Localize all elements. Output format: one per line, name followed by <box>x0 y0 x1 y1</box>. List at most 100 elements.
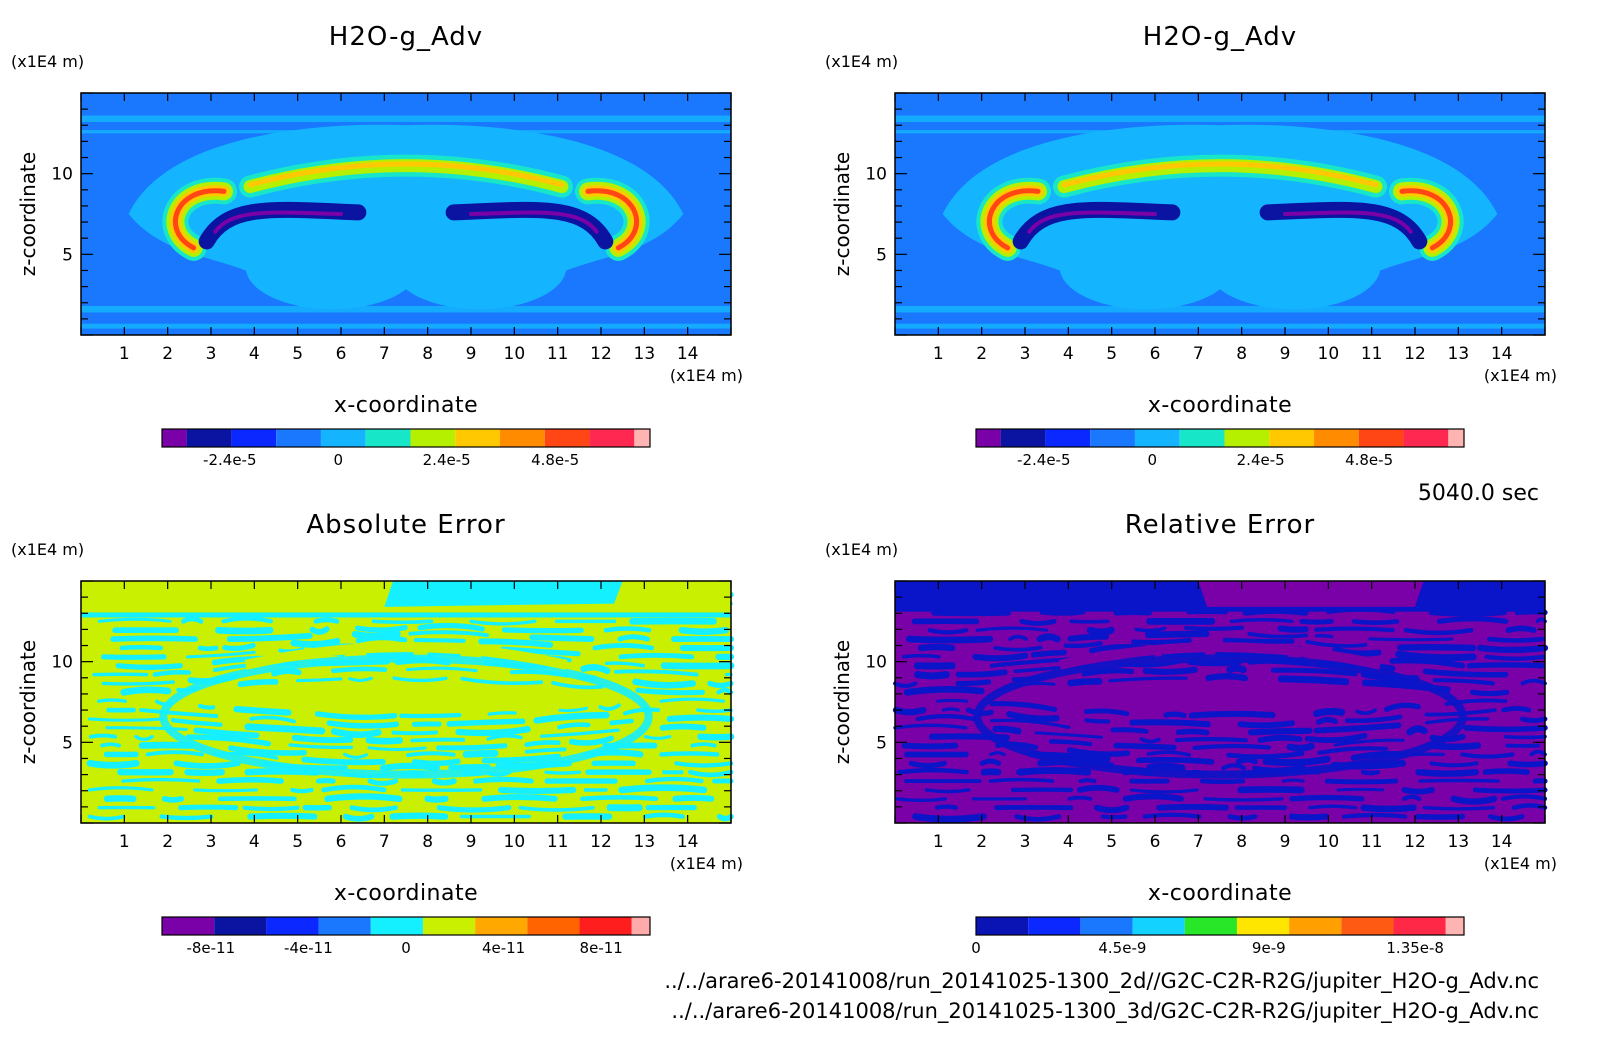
error-stripe <box>1184 625 1244 631</box>
error-stripe <box>934 804 959 810</box>
field-ring <box>159 654 653 779</box>
error-stripe <box>501 627 584 634</box>
x-tick-label: 1 <box>119 832 130 852</box>
error-stripe <box>1355 708 1377 716</box>
field-band <box>81 305 731 313</box>
x-tick-label: 6 <box>336 832 347 852</box>
time-label: 5040.0 sec <box>1418 481 1539 506</box>
x-tick-label: 4 <box>249 344 260 364</box>
plot-frame <box>80 92 732 336</box>
error-stripe <box>1122 793 1184 802</box>
error-stripe <box>1450 795 1498 805</box>
error-stripe <box>1262 755 1331 767</box>
colorbar: -8e-11 -4e-11 0 4e-11 8e-11 <box>161 916 651 957</box>
error-stripe <box>1226 664 1247 674</box>
error-stripe <box>604 661 645 668</box>
x-tick-label: 12 <box>590 832 612 852</box>
error-stripe <box>216 776 284 784</box>
error-stripe <box>915 714 976 722</box>
error-stripe <box>1039 610 1086 616</box>
error-stripe <box>643 812 685 819</box>
x-unit-label: (x1E4 m) <box>1484 366 1557 385</box>
y-tick-label: 5 <box>876 733 887 753</box>
error-stripe <box>436 743 508 751</box>
error-stripe <box>989 751 1006 757</box>
colorbar-swatch <box>1358 429 1404 447</box>
error-stripe <box>1113 742 1177 751</box>
error-stripe <box>551 681 604 690</box>
y-axis-label: z-coordinate <box>830 640 854 764</box>
colorbar-swatch <box>1393 917 1446 935</box>
error-stripe <box>1205 673 1248 682</box>
error-stripe <box>228 745 307 756</box>
x-tick-label: 11 <box>547 344 569 364</box>
colorbar-swatch <box>544 429 590 447</box>
error-stripe <box>184 769 225 776</box>
error-stripe <box>487 711 517 716</box>
error-stripe <box>892 706 927 716</box>
x-tick-label: 4 <box>249 832 260 852</box>
error-stripe <box>1422 668 1509 678</box>
field-lobe-left <box>245 225 419 310</box>
error-stripe <box>1226 751 1305 760</box>
error-stripe <box>460 676 544 685</box>
colorbar: -2.4e-5 0 2.4e-5 4.8e-5 <box>975 428 1465 469</box>
error-stripe <box>1077 784 1120 793</box>
error-stripe <box>481 753 561 764</box>
y-axis-label: z-coordinate <box>830 152 854 276</box>
x-tick-label: 6 <box>1150 344 1161 364</box>
error-stripe <box>568 735 615 746</box>
error-stripe <box>473 776 534 784</box>
x-tick-label: 2 <box>162 832 173 852</box>
colorbar-swatch <box>320 429 366 447</box>
y-unit-label: (x1E4 m) <box>825 540 898 559</box>
error-stripe <box>557 722 591 730</box>
error-stripe <box>1135 756 1215 765</box>
error-stripe <box>367 746 427 752</box>
error-stripe <box>988 777 1055 783</box>
y-tick-label: 10 <box>51 165 73 185</box>
colorbar-swatch <box>455 429 501 447</box>
error-stripe <box>1067 633 1109 642</box>
error-stripe <box>580 795 659 802</box>
error-stripe <box>185 734 272 747</box>
error-stripe <box>659 751 720 757</box>
error-stripe <box>1436 616 1509 624</box>
error-stripe <box>226 632 313 643</box>
error-stripe <box>1304 732 1368 743</box>
error-stripe <box>924 788 971 794</box>
error-stripe <box>1289 794 1365 802</box>
error-stripe <box>326 720 400 729</box>
error-stripe <box>436 805 512 813</box>
error-stripe <box>134 734 154 742</box>
field-band <box>81 323 731 329</box>
colorbar-swatch <box>976 429 1001 447</box>
error-stripe <box>389 812 449 820</box>
error-stripe <box>331 666 388 674</box>
error-stripe <box>1397 643 1477 652</box>
field-lobe-left <box>1059 225 1234 310</box>
error-stripe <box>1520 678 1547 686</box>
error-stripe <box>914 671 950 680</box>
colorbar-swatch <box>266 917 319 935</box>
error-stripe <box>989 701 1058 712</box>
colorbar-tick-label: 9e-9 <box>1252 939 1286 957</box>
error-stripe <box>1360 804 1417 813</box>
error-stripe <box>644 776 704 784</box>
error-stripe <box>540 728 620 738</box>
x-unit-label: (x1E4 m) <box>1484 854 1557 873</box>
error-stripe <box>1067 795 1093 801</box>
error-stripe <box>1066 747 1131 757</box>
x-unit-label: (x1E4 m) <box>670 366 743 385</box>
error-stripe <box>1395 650 1477 662</box>
error-stripe <box>244 723 326 735</box>
heatmap-field <box>81 581 735 823</box>
colorbar-tick-label: 0 <box>333 451 343 469</box>
field-band <box>895 305 1545 313</box>
x-tick-label: 5 <box>292 344 303 364</box>
error-stripe <box>1422 806 1496 811</box>
x-tick-label: 9 <box>466 832 477 852</box>
colorbar-swatch <box>410 429 456 447</box>
error-stripe <box>1016 767 1092 776</box>
x-tick-label: 10 <box>504 344 526 364</box>
